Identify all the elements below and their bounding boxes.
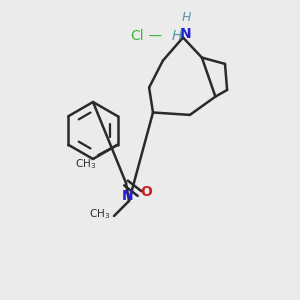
Text: O: O — [140, 185, 152, 199]
Text: N: N — [180, 28, 191, 41]
Text: H: H — [172, 29, 182, 43]
Text: —: — — [144, 29, 167, 43]
Text: H: H — [181, 11, 191, 24]
Text: Cl: Cl — [130, 29, 144, 43]
Text: CH$_3$: CH$_3$ — [76, 157, 97, 171]
Text: N: N — [122, 190, 133, 203]
Text: CH$_3$: CH$_3$ — [89, 208, 110, 221]
